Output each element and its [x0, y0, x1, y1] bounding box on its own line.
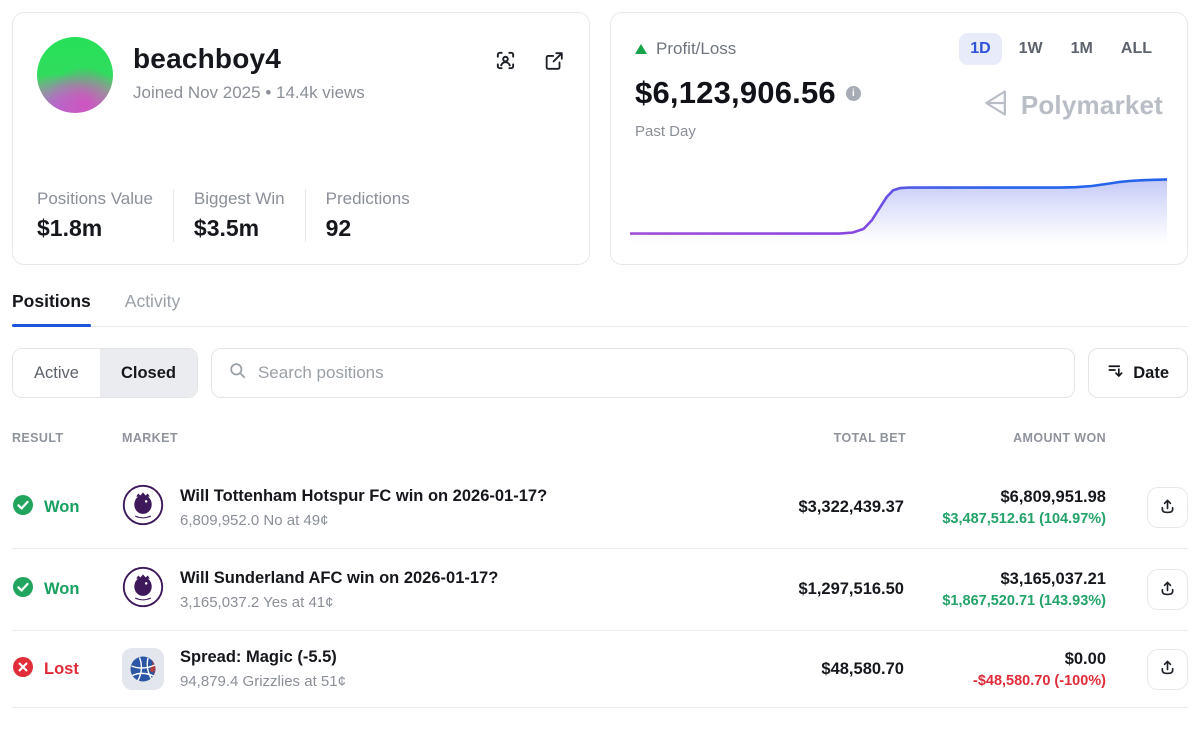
market-title[interactable]: Will Sunderland AFC win on 2026-01-17? — [180, 568, 499, 587]
col-header-result: RESULT — [12, 431, 64, 445]
segment-active-button[interactable]: Active — [13, 349, 100, 397]
result-label: Lost — [44, 659, 79, 678]
polymarket-logo-icon — [980, 87, 1012, 124]
lost-x-icon — [12, 656, 34, 683]
profile-card: beachboy4 Joined Nov 2025 • 14.4k views — [12, 12, 590, 265]
market-title[interactable]: Will Tottenham Hotspur FC win on 2026-01… — [180, 486, 548, 505]
polymarket-watermark: Polymarket — [980, 87, 1163, 124]
external-link-button[interactable] — [543, 49, 565, 75]
table-row[interactable]: Won Will Tottenham Hotspur FC win on 202… — [12, 467, 1188, 548]
range-1w-button[interactable]: 1W — [1008, 33, 1054, 65]
positions-table: RESULT MARKET TOTAL BET AMOUNT WON Won W… — [12, 398, 1188, 708]
pnl-sparkline-chart — [630, 178, 1167, 250]
avatar — [37, 37, 113, 113]
positions-filter-bar: Active Closed Date — [12, 348, 1188, 398]
page-title-username: beachboy4 — [133, 43, 282, 74]
tab-positions[interactable]: Positions — [12, 291, 91, 327]
stat-biggest-win: Biggest Win $3.5m — [172, 189, 305, 242]
triangle-up-icon — [635, 44, 647, 54]
share-position-button[interactable] — [1147, 487, 1188, 528]
profile-summary-section: beachboy4 Joined Nov 2025 • 14.4k views — [0, 0, 1200, 265]
time-range-selector: 1D 1W 1M ALL — [959, 33, 1163, 65]
search-positions-input[interactable] — [257, 363, 1059, 383]
pnl-period-label: Past Day — [635, 123, 696, 140]
range-1m-button[interactable]: 1M — [1060, 33, 1104, 65]
pnl-card: Profit/Loss 1D 1W 1M ALL $6,123,906.56 i… — [610, 12, 1188, 265]
result-label: Won — [44, 580, 80, 598]
scan-profile-button[interactable] — [494, 49, 517, 75]
won-check-icon — [12, 494, 34, 521]
market-title[interactable]: Spread: Magic (-5.5) — [180, 648, 337, 666]
scan-profile-icon — [494, 49, 517, 75]
upload-share-icon — [1158, 579, 1177, 601]
col-header-market: MARKET — [122, 431, 178, 445]
nba-basketball-icon — [122, 648, 164, 690]
won-check-icon — [12, 576, 34, 603]
range-1d-button[interactable]: 1D — [959, 33, 1002, 65]
result-label: Won — [44, 498, 80, 516]
pnl-value: $6,123,906.56 — [635, 75, 836, 110]
pnl-label: Profit/Loss — [656, 39, 737, 58]
tab-activity[interactable]: Activity — [124, 291, 181, 311]
sort-by-date-button[interactable]: Date — [1088, 348, 1188, 398]
profile-stats: Positions Value $1.8m Biggest Win $3.5m … — [37, 189, 565, 242]
col-header-total-bet: TOTAL BET — [833, 431, 906, 445]
info-icon[interactable]: i — [845, 85, 861, 101]
upload-share-icon — [1158, 497, 1177, 519]
market-subtitle: 6,809,952.0 No at 49¢ — [180, 511, 329, 529]
market-subtitle: 3,165,037.2 Yes at 41¢ — [180, 593, 334, 611]
upload-share-icon — [1158, 658, 1177, 680]
total-bet-value: $3,322,439.37 — [798, 498, 904, 516]
amount-won-value: $3,165,037.21 — [1000, 570, 1106, 588]
premier-league-badge-icon — [122, 566, 164, 613]
share-position-button[interactable] — [1147, 648, 1188, 690]
stat-positions-value: Positions Value $1.8m — [37, 189, 153, 241]
search-positions-box[interactable] — [210, 348, 1076, 398]
stat-predictions: Predictions 92 — [304, 189, 430, 242]
active-closed-toggle: Active Closed — [12, 348, 198, 398]
col-header-amount-won: AMOUNT WON — [1013, 431, 1106, 445]
premier-league-badge-icon — [122, 484, 164, 531]
amount-won-value: $0.00 — [1064, 649, 1106, 668]
table-header-row: RESULT MARKET TOTAL BET AMOUNT WON — [12, 398, 1188, 467]
amount-change-value: $3,487,512.61 (104.97%) — [942, 511, 1106, 527]
total-bet-value: $1,297,516.50 — [798, 580, 904, 598]
segment-closed-button[interactable]: Closed — [99, 349, 197, 397]
total-bet-value: $48,580.70 — [821, 659, 904, 678]
sort-descending-icon — [1107, 362, 1124, 384]
table-row[interactable]: Won Will Sunderland AFC win on 2026-01-1… — [12, 548, 1188, 630]
amount-won-value: $6,809,951.98 — [1000, 488, 1106, 506]
range-all-button[interactable]: ALL — [1110, 33, 1163, 65]
table-row[interactable]: Lost Spread: Magic (-5.5) — [12, 630, 1188, 707]
share-position-button[interactable] — [1147, 569, 1188, 610]
amount-change-value: -$48,580.70 (-100%) — [973, 672, 1106, 689]
amount-change-value: $1,867,520.71 (143.93%) — [942, 593, 1106, 609]
profile-meta: Joined Nov 2025 • 14.4k views — [133, 83, 365, 102]
profile-tabs: Positions Activity — [12, 291, 1188, 327]
market-subtitle: 94,879.4 Grizzlies at 51¢ — [180, 673, 346, 690]
search-icon — [228, 361, 247, 385]
external-link-icon — [543, 50, 565, 75]
